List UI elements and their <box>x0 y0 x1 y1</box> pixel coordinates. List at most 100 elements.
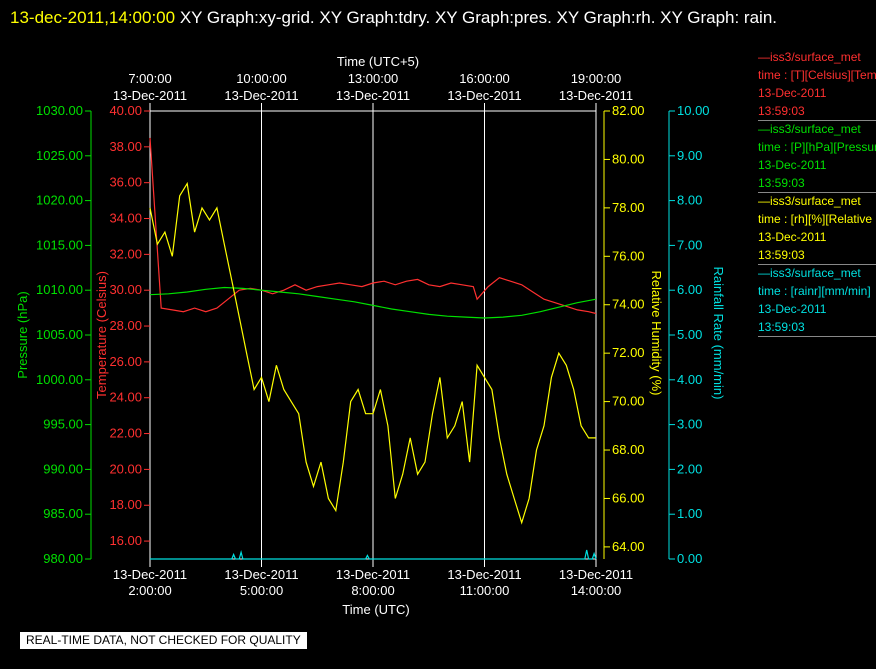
x-top-tick-time: 19:00:00 <box>571 71 622 86</box>
temperature-tick-label: 30.00 <box>109 282 142 297</box>
rain-tick-label: 4.00 <box>677 372 702 387</box>
humidity-tick-label: 82.00 <box>612 103 645 118</box>
temperature-tick-label: 16.00 <box>109 533 142 548</box>
x-top-tick-time: 7:00:00 <box>128 71 171 86</box>
rain-tick-label: 1.00 <box>677 506 702 521</box>
header-title: 13-dec-2011,14:00:00 XY Graph:xy-grid. X… <box>10 3 860 32</box>
pressure-tick-label: 1020.00 <box>36 193 83 208</box>
temperature-tick-label: 36.00 <box>109 175 142 190</box>
x-top-tick-date: 13-Dec-2011 <box>113 88 187 103</box>
pressure-tick-label: 980.00 <box>43 551 83 566</box>
legend-name: —iss3/surface_met <box>758 122 861 136</box>
pressure-tick-label: 1010.00 <box>36 282 83 297</box>
legend-line2: time : [rh][%][Relative <box>758 212 873 226</box>
temperature-tick-label: 20.00 <box>109 461 142 476</box>
rain-axis-label: Rainfall Rate (mm/min) <box>711 267 726 400</box>
temperature-tick-label: 38.00 <box>109 139 142 154</box>
temperature-tick-label: 22.00 <box>109 426 142 441</box>
x-bottom-tick-date: 13-Dec-2011 <box>336 567 410 582</box>
legend-date: 13-Dec-2011 <box>758 86 827 100</box>
temperature-line <box>149 137 597 315</box>
humidity-tick-label: 80.00 <box>612 151 645 166</box>
humidity-tick-label: 76.00 <box>612 248 645 263</box>
x-bottom-tick-date: 13-Dec-2011 <box>447 567 521 582</box>
x-top-tick-date: 13-Dec-2011 <box>224 88 298 103</box>
x-top-tick-date: 13-Dec-2011 <box>336 88 410 103</box>
humidity-line <box>149 181 596 525</box>
x-bottom-axis-label: Time (UTC) <box>342 602 409 617</box>
x-top-axis-label: Time (UTC+5) <box>337 54 419 69</box>
legend-divider <box>758 264 876 265</box>
temperature-tick-label: 28.00 <box>109 318 142 333</box>
x-top-tick-date: 13-Dec-2011 <box>559 88 633 103</box>
legend-name: —iss3/surface_met <box>758 194 861 208</box>
x-bottom-tick-date: 13-Dec-2011 <box>559 567 633 582</box>
pressure-tick-label: 1000.00 <box>36 372 83 387</box>
legend-time: 13:59:03 <box>758 176 805 190</box>
x-top-tick-time: 16:00:00 <box>459 71 510 86</box>
humidity-tick-label: 74.00 <box>612 297 645 312</box>
legend-line2: time : [T][Celsius][Temperature <box>758 68 876 82</box>
pressure-tick-label: 1005.00 <box>36 327 83 342</box>
legend-time: 13:59:03 <box>758 104 805 118</box>
temperature-tick-label: 24.00 <box>109 390 142 405</box>
legend-name: —iss3/surface_met <box>758 50 861 64</box>
x-bottom-tick-date: 13-Dec-2011 <box>113 567 187 582</box>
x-bottom-tick-time: 5:00:00 <box>240 583 283 598</box>
temperature-tick-label: 40.00 <box>109 103 142 118</box>
x-top-tick-time: 10:00:00 <box>236 71 287 86</box>
rain-tick-label: 6.00 <box>677 282 702 297</box>
rain-tick-label: 3.00 <box>677 417 702 432</box>
humidity-tick-label: 70.00 <box>612 394 645 409</box>
x-bottom-tick-time: 14:00:00 <box>571 583 622 598</box>
legend-line2: time : [rainr][mm/min] <box>758 284 871 298</box>
grid-lines <box>261 111 485 559</box>
pressure-line <box>149 286 597 319</box>
temperature-tick-label: 18.00 <box>109 497 142 512</box>
humidity-axis-label: Relative Humidity (%) <box>649 271 664 396</box>
pressure-tick-label: 1015.00 <box>36 237 83 252</box>
pressure-tick-label: 985.00 <box>43 506 83 521</box>
x-bottom-tick-time: 11:00:00 <box>460 583 510 598</box>
rain-tick-label: 7.00 <box>677 237 702 252</box>
header-date: 13-dec-2011,14:00:00 <box>10 8 176 27</box>
quality-disclaimer: REAL-TIME DATA, NOT CHECKED FOR QUALITY <box>20 632 307 649</box>
legend-line2: time : [P][hPa][Pressure <box>758 140 876 154</box>
legend-time: 13:59:03 <box>758 320 805 334</box>
temperature-axis-label: Temperature (Celsius) <box>94 271 109 399</box>
legend-date: 13-Dec-2011 <box>758 302 827 316</box>
temperature-tick-label: 26.00 <box>109 354 142 369</box>
legend-name: —iss3/surface_met <box>758 266 861 280</box>
pressure-tick-label: 990.00 <box>43 461 83 476</box>
temperature-tick-label: 34.00 <box>109 211 142 226</box>
legend-date: 13-Dec-2011 <box>758 230 827 244</box>
temperature-tick-label: 32.00 <box>109 246 142 261</box>
pressure-tick-label: 1030.00 <box>36 103 83 118</box>
pressure-tick-label: 1025.00 <box>36 148 83 163</box>
humidity-tick-label: 68.00 <box>612 442 645 457</box>
rain-tick-label: 8.00 <box>677 193 702 208</box>
humidity-tick-label: 66.00 <box>612 490 645 505</box>
legend-date: 13-Dec-2011 <box>758 158 827 172</box>
rain-tick-label: 10.00 <box>677 103 710 118</box>
rain-tick-label: 2.00 <box>677 461 702 476</box>
legend-divider <box>758 120 876 121</box>
pressure-axis-label: Pressure (hPa) <box>15 291 30 378</box>
x-bottom-tick-time: 8:00:00 <box>351 583 394 598</box>
axes: 13-Dec-20112:00:007:00:0013-Dec-201113-D… <box>36 71 710 598</box>
pressure-tick-label: 995.00 <box>43 417 83 432</box>
rain-tick-label: 0.00 <box>677 551 702 566</box>
humidity-tick-label: 64.00 <box>612 539 645 554</box>
rain-tick-label: 5.00 <box>677 327 702 342</box>
x-bottom-tick-date: 13-Dec-2011 <box>224 567 298 582</box>
rain-line <box>150 549 597 560</box>
x-top-tick-date: 13-Dec-2011 <box>447 88 521 103</box>
legend-time: 13:59:03 <box>758 248 805 262</box>
humidity-tick-label: 72.00 <box>612 345 645 360</box>
legend-divider <box>758 192 876 193</box>
humidity-tick-label: 78.00 <box>612 200 645 215</box>
